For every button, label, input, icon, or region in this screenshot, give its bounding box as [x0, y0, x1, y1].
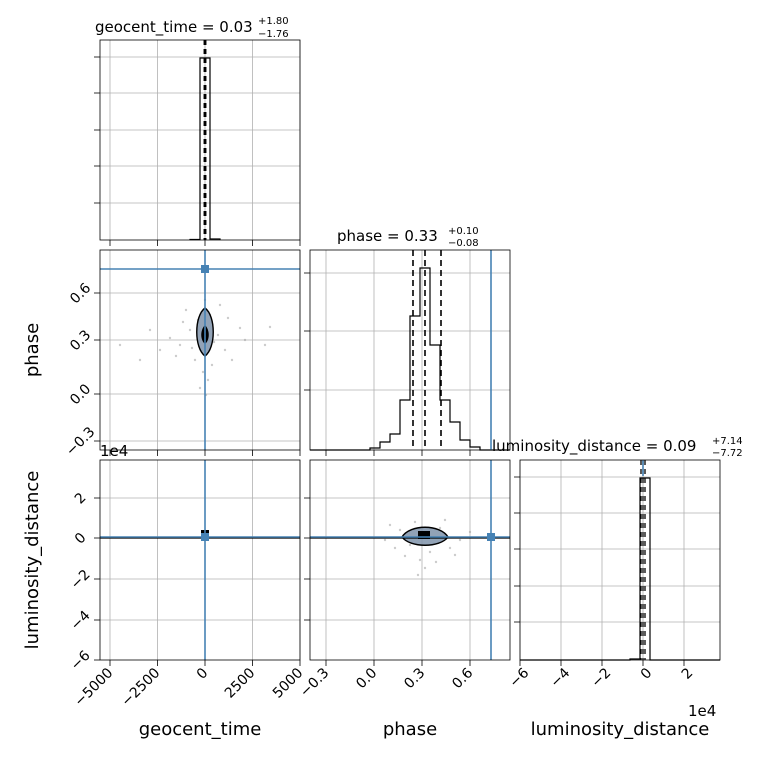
xtick-label-e-0: −0.3 [297, 665, 332, 700]
xtick-label-f-1: −4 [547, 665, 573, 691]
xlabel-phase: phase [383, 719, 437, 740]
xtick-label-d-2: 0 [194, 665, 212, 683]
xtick-label-f-4: 2 [679, 665, 697, 683]
ytick-label-d-1: −4 [68, 608, 94, 634]
frame-c [309, 249, 511, 451]
title-geocent-time: geocent_time = 0.03 [95, 18, 253, 37]
ticks-e [304, 497, 471, 666]
frame-e [309, 459, 511, 661]
panel-phase-hist: phase = 0.33 +0.10 −0.08 [304, 226, 511, 456]
frame-d [99, 459, 301, 661]
grid-e [310, 460, 510, 660]
xlabel-geocent-time: geocent_time [139, 719, 262, 740]
frame-f [519, 459, 721, 661]
ticks-f [514, 476, 685, 666]
x-offset-text-f: 1e4 [688, 702, 716, 720]
title-phase-upper: +0.10 [448, 226, 479, 237]
hist-step-phase [310, 267, 510, 451]
y-offset-text-d: 1e4 [100, 442, 128, 460]
ytick-label-d-2: −2 [68, 567, 94, 593]
grid-f [519, 460, 720, 660]
ytick-label-b-3: 0.6 [67, 280, 94, 307]
xtick-label-d-3: 2500 [222, 665, 259, 702]
xtick-label-e-1: 0.0 [353, 665, 380, 692]
density-block-e [418, 531, 430, 539]
ytick-label-b-0: −0.3 [63, 424, 98, 459]
truth-marker-e [487, 533, 495, 541]
title-luminosity-distance: luminosity_distance = 0.09 [492, 437, 696, 456]
ytick-label-b-2: 0.3 [67, 327, 94, 354]
xtick-label-f-2: −2 [588, 665, 614, 691]
frame-b [99, 249, 301, 451]
ytick-label-d-4: 2 [72, 490, 90, 508]
panel-phase-vs-geocent-time: −0.3 0.0 0.3 0.6 phase [22, 249, 301, 459]
xtick-label-f-0: −6 [506, 665, 532, 691]
title-luminosity-distance-lower: −7.72 [712, 448, 743, 459]
panel-luminosity-distance-vs-geocent-time: 1e4 −6 −4 −2 0 2 −5000 −2500 0 2500 5000… [22, 442, 306, 740]
xtick-label-d-1: −2500 [119, 665, 164, 710]
ylabel-phase: phase [22, 323, 43, 377]
title-phase-lower: −0.08 [448, 238, 479, 249]
xtick-label-e-2: 0.3 [401, 665, 428, 692]
grid-d [100, 460, 301, 660]
ticks-d [94, 497, 301, 666]
hist-step-luminosity-distance [520, 477, 720, 661]
scatter-points-b [118, 298, 272, 397]
scatter-points-e [383, 518, 472, 577]
xtick-label-f-3: 0 [638, 665, 656, 683]
xticks-a [109, 240, 301, 246]
title-phase: phase = 0.33 [337, 227, 438, 245]
xtick-label-e-3: 0.6 [449, 665, 476, 692]
title-luminosity-distance-upper: +7.14 [712, 436, 743, 447]
ytick-label-d-0: −6 [68, 648, 94, 674]
ytick-label-b-1: 0.0 [67, 381, 94, 408]
panel-geocent-time-hist: geocent_time = 0.03 +1.80 −1.76 [94, 16, 301, 246]
xlabel-luminosity-distance: luminosity_distance [531, 719, 710, 740]
truth-marker-d [201, 533, 209, 541]
truth-marker-b [201, 265, 209, 273]
panel-luminosity-distance-hist: luminosity_distance = 0.09 +7.14 −7.72 −… [492, 436, 743, 740]
ticks-c [304, 272, 471, 456]
panel-luminosity-distance-vs-phase: −0.3 0.0 0.3 0.6 phase [297, 459, 511, 740]
ylabel-luminosity-distance: luminosity_distance [22, 471, 43, 650]
title-geocent-time-upper: +1.80 [258, 16, 289, 27]
title-geocent-time-lower: −1.76 [258, 29, 289, 40]
ytick-label-d-3: 0 [72, 530, 90, 548]
xtick-label-d-4: 5000 [270, 665, 307, 702]
yticks-b [94, 292, 301, 456]
yticks-a [94, 56, 100, 204]
frame-a [99, 39, 301, 241]
